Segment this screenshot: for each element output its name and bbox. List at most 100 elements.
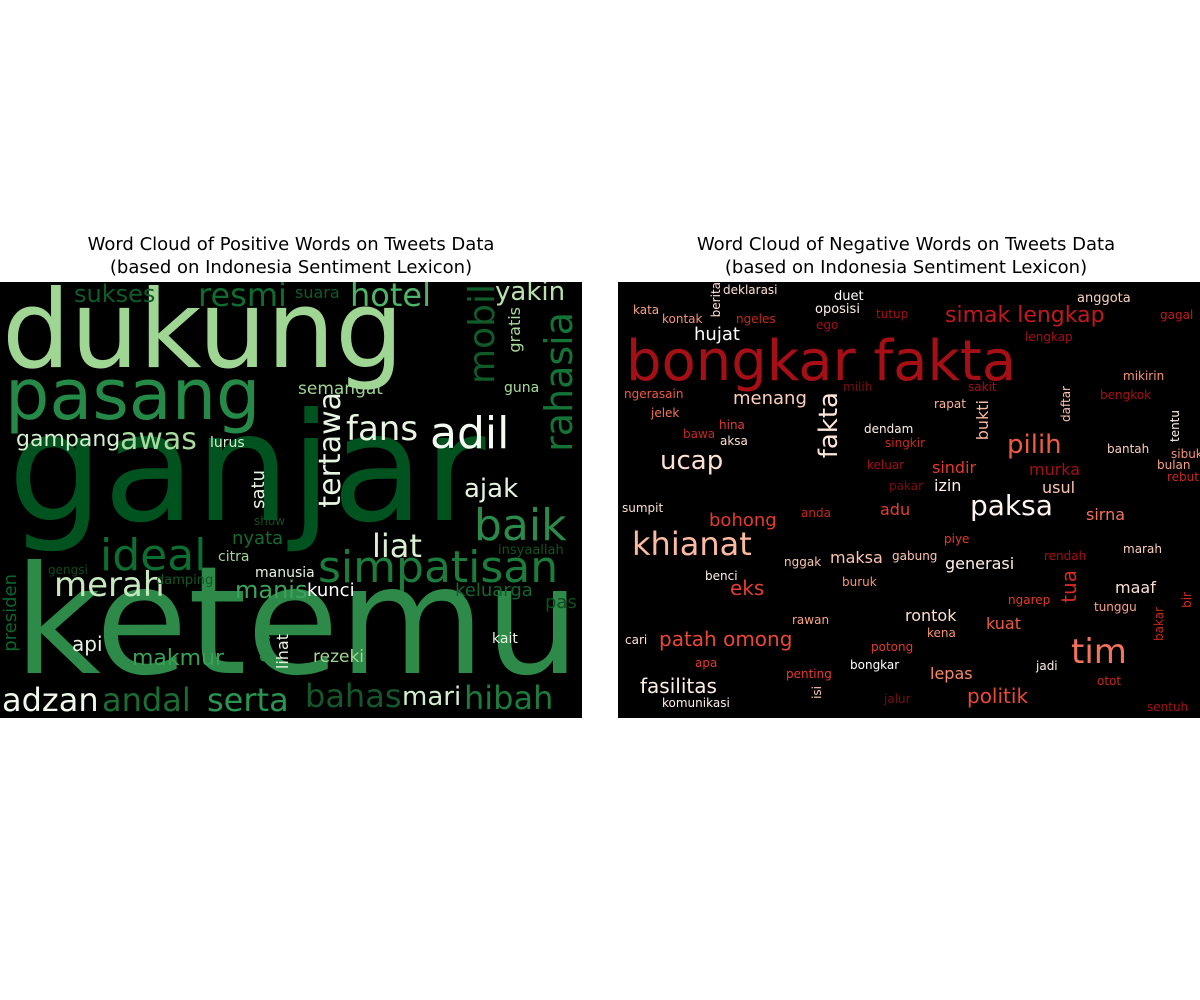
negative-word-cloud: bongkar fakta khianat tim simak lengkap paks… [618, 282, 1200, 718]
negative-word-bongkar: bongkar [850, 658, 900, 672]
negative-word-bawa: bawa [683, 427, 716, 441]
negative-word-rendah: rendah [1044, 549, 1087, 563]
positive-word-lurus: lurus [210, 435, 245, 451]
negative-word-bohong: bohong [709, 510, 777, 531]
negative-word-penting: penting [786, 667, 832, 681]
positive-word-cloud: ganjar ketemu dukung pasang adil simpatisan ba… [0, 282, 582, 718]
negative-word-apa: apa [695, 656, 718, 670]
positive-word-satu: satu [248, 470, 269, 509]
negative-word-eks: eks [730, 576, 765, 600]
negative-word-murka: murka [1029, 460, 1081, 479]
negative-word-generasi: generasi [945, 554, 1015, 573]
positive-word-kait: kait [492, 631, 518, 647]
positive-word-gampang: gampang [16, 427, 121, 452]
negative-word-tunggu: tunggu [1094, 600, 1137, 614]
negative-word-aksa: aksa [720, 434, 748, 448]
negative-word-pakar: pakar [889, 479, 923, 493]
negative-word-oposisi: oposisi [815, 302, 860, 317]
negative-word-fakta: fakta [814, 392, 844, 459]
positive-word-pas: pas [545, 592, 577, 613]
negative-word-hujat: hujat [694, 324, 740, 345]
positive-word-adzan: adzan [2, 681, 99, 718]
positive-word-presiden: presiden [0, 574, 21, 652]
negative-word-bantah: bantah [1107, 442, 1150, 456]
negative-word-ngerasain: ngerasain [624, 387, 684, 401]
positive-word-lihat: lihat [273, 634, 292, 670]
positive-word-ganjar: ganjar [8, 382, 486, 556]
negative-word-rontok: rontok [905, 606, 957, 625]
positive-word-citra: citra [218, 549, 250, 565]
positive-word-serta: serta [207, 681, 289, 718]
negative-word-menang: menang [733, 388, 807, 409]
positive-word-guru: guru [254, 621, 275, 663]
positive-word-gratis: gratis [505, 307, 524, 353]
negative-word-izin: izin [934, 476, 962, 495]
positive-word-sukses: sukses [74, 282, 156, 308]
positive-word-dukung: dukung [2, 282, 404, 393]
positive-word-keluarga: keluarga [455, 580, 533, 601]
negative-word-jadi: jadi [1036, 659, 1058, 673]
positive-word-manis: manis [235, 576, 308, 604]
negative-word-sentuh: sentuh [1147, 700, 1189, 714]
negative-word-gagal: gagal [1160, 308, 1194, 322]
negative-word-milih: milih [843, 380, 873, 394]
negative-word-gabung: gabung [892, 549, 938, 563]
negative-word-ego: ego [816, 318, 839, 332]
positive-word-show: show [254, 514, 286, 528]
negative-word-ngarep: ngarep [1008, 593, 1051, 607]
positive-word-pasang: pasang [5, 354, 261, 436]
negative-word-rapat: rapat [934, 397, 966, 411]
negative-word-keluar: keluar [867, 458, 905, 472]
negative-word-duet: duet [834, 289, 864, 304]
positive-word-mari: mari [402, 682, 462, 712]
positive-word-adil: adil [430, 408, 510, 459]
negative-word-sindir: sindir [932, 458, 977, 477]
positive-word-guna: guna [504, 380, 540, 396]
positive-word-tertawa: tertawa [313, 392, 348, 508]
negative-word-ngeles: ngeles [736, 312, 776, 326]
positive-word-api: api [72, 632, 103, 656]
positive-word-ketemu: ketemu [14, 535, 581, 709]
negative-word-buruk: buruk [842, 575, 877, 589]
negative-word-tim: tim [1071, 632, 1127, 672]
negative-word-sakit: sakit [968, 380, 997, 394]
negative-word-komunikasi: komunikasi [662, 696, 730, 710]
positive-word-manusia: manusia [255, 565, 315, 581]
positive-word-makmur: makmur [132, 646, 225, 671]
positive-word-damping: damping [156, 573, 214, 588]
negative-word-mikirin: mikirin [1123, 369, 1165, 383]
positive-word-nyata: nyata [232, 528, 284, 549]
positive-word-awas: awas [120, 422, 197, 457]
negative-word-singkir: singkir [885, 436, 926, 450]
negative-word-dendam: dendam [864, 422, 914, 436]
positive-word-andal: andal [102, 681, 191, 718]
negative-word-pilih: pilih [1007, 430, 1062, 460]
positive-word-merah: merah [54, 565, 165, 605]
negative-word-benci: benci [705, 569, 738, 583]
negative-word-bulan: bulan [1157, 458, 1191, 472]
negative-word-marah: marah [1123, 542, 1162, 556]
positive-word-fans: fans [346, 409, 419, 449]
positive-cloud-title: Word Cloud of Positive Words on Tweets D… [87, 234, 495, 278]
negative-word-kuat: kuat [986, 614, 1021, 633]
negative-word-simak-lengkap: simak lengkap [945, 303, 1105, 328]
positive-word-ajak: ajak [464, 474, 519, 504]
negative-word-bongkar-fakta: bongkar fakta [626, 329, 1017, 394]
positive-word-insyaallah: insyaallah [498, 543, 564, 558]
negative-cloud-title: Word Cloud of Negative Words on Tweets D… [696, 234, 1116, 278]
negative-word-sibuk: sibuk [1171, 447, 1200, 461]
negative-word-lepas: lepas [930, 664, 973, 683]
positive-word-yakin: yakin [495, 282, 566, 307]
negative-word-lengkap: lengkap [1025, 330, 1073, 344]
negative-word-adu: adu [880, 500, 911, 519]
negative-word-tentu: tentu [1168, 410, 1182, 443]
positive-word-hibah: hibah [464, 679, 554, 717]
negative-word-bir: bir [1180, 592, 1194, 608]
negative-word-kena: kena [927, 626, 956, 640]
negative-word-ucap: ucap [660, 446, 724, 476]
negative-word-sirna: sirna [1086, 505, 1126, 524]
negative-word-politik: politik [967, 684, 1029, 708]
negative-word-anda: anda [801, 506, 831, 520]
negative-word-piye: piye [944, 532, 970, 546]
negative-word-berita: berita [709, 282, 723, 318]
